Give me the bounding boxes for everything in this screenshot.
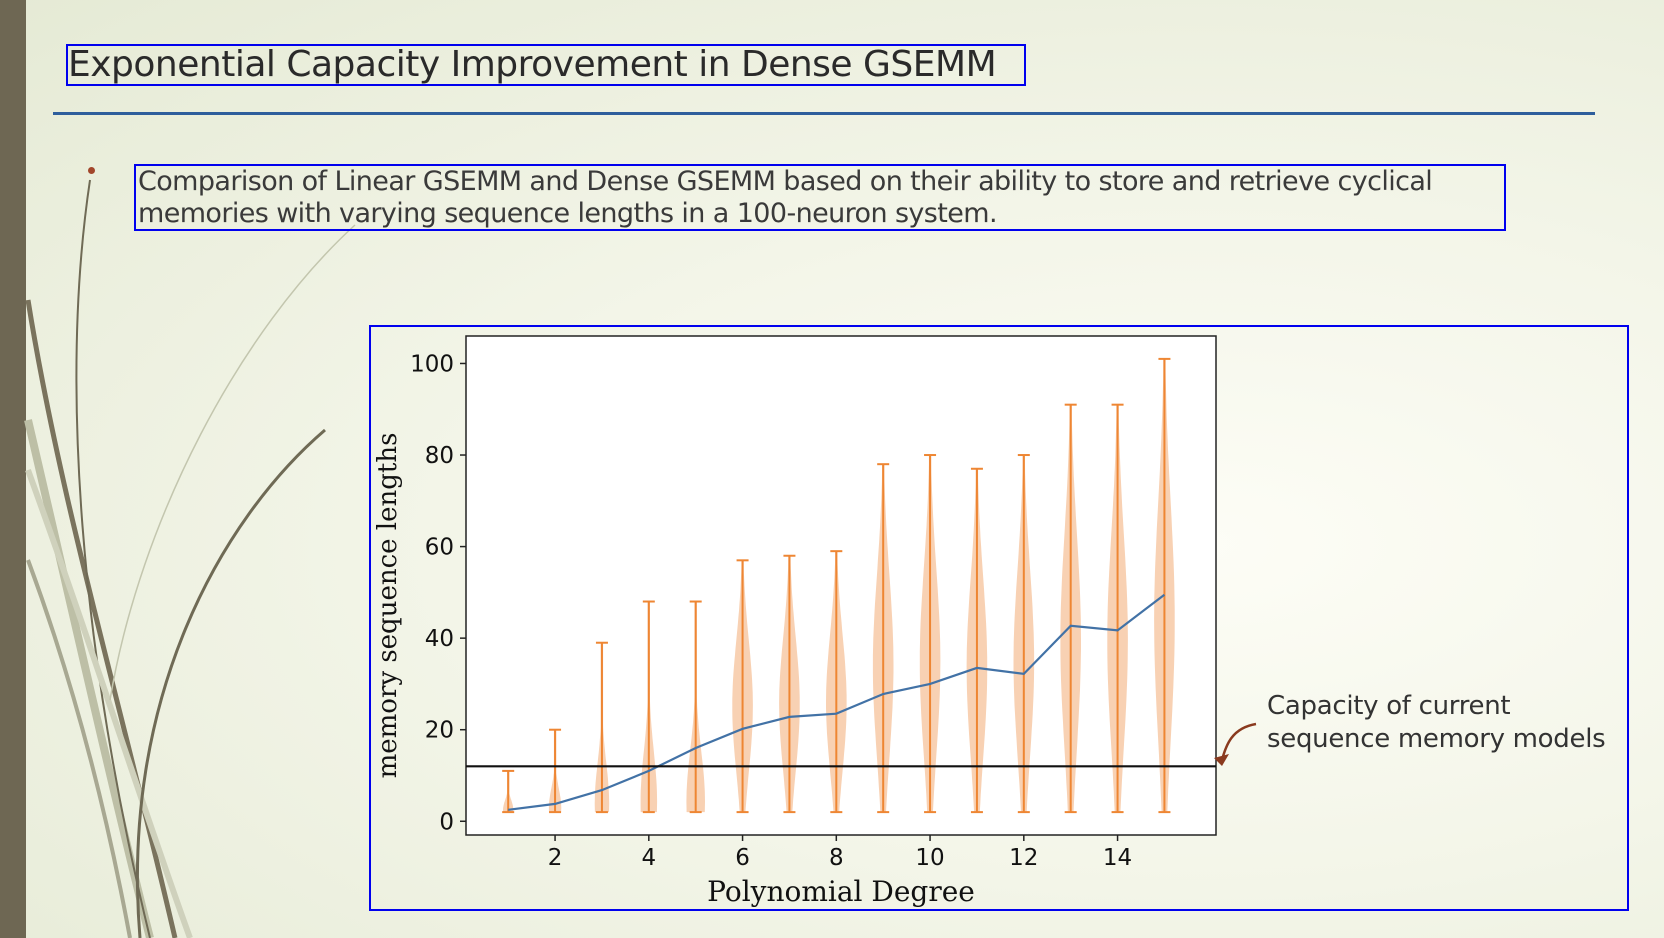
y-tick-label-100: 100 [410,351,454,377]
title-underline [53,112,1595,115]
y-tick-label-60: 60 [425,535,454,561]
bullet-text: Comparison of Linear GSEMM and Dense GSE… [134,164,1506,231]
x-tick-label-2: 2 [548,845,563,871]
y-tick-label-40: 40 [425,626,454,652]
x-tick-label-4: 4 [641,845,656,871]
annotation-arrow-head [1214,754,1229,766]
annotation-line-1: Capacity of current [1267,691,1511,721]
x-tick-label-12: 12 [1009,845,1038,871]
x-tick-label-6: 6 [735,845,750,871]
x-axis-label: Polynomial Degree [707,875,975,908]
decorative-swooshes [24,179,356,938]
y-axis-label: memory sequence lengths [373,433,403,779]
figure-frame [369,325,1629,911]
x-tick-label-14: 14 [1103,845,1132,871]
left-accent-bar [0,0,26,938]
x-tick-label-8: 8 [829,845,844,871]
y-tick-label-80: 80 [425,443,454,469]
x-tick-label-10: 10 [915,845,944,871]
slide-title: Exponential Capacity Improvement in Dens… [66,44,1026,86]
annotation-line-2: sequence memory models [1267,724,1606,754]
y-tick-label-20: 20 [425,718,454,744]
y-tick-label-0: 0 [439,809,454,835]
capacity-annotation: Capacity of current sequence memory mode… [1267,690,1637,756]
bullet-marker [88,167,95,174]
